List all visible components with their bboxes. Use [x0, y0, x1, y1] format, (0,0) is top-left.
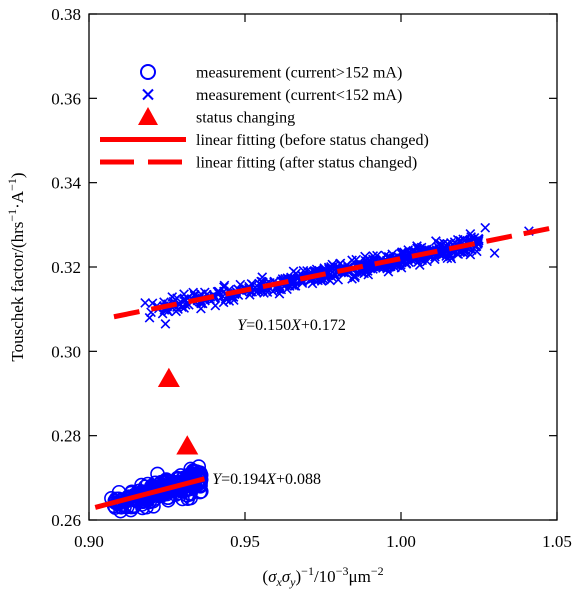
- y-tick-label: 0.38: [51, 5, 81, 24]
- x-tick-label: 1.05: [542, 532, 572, 551]
- x-tick-label: 0.90: [74, 532, 104, 551]
- axis-ticks: 0.90 0.95 1.00 1.05 0.26 0.28 0.30 0.32 0.34 0.36…: [51, 5, 572, 551]
- data-point-x: [160, 319, 171, 329]
- legend-entry-label: measurement (current>152 mA): [196, 65, 402, 82]
- data-point-x: [327, 259, 338, 270]
- data-point-x: [401, 250, 412, 260]
- fit-line-before: [94, 476, 206, 510]
- y-axis-label: Touschek factor/(hrs−1·A−1): [5, 172, 27, 361]
- legend: measurement (current>152 mA) measurement …: [100, 64, 429, 172]
- data-point-circle: [182, 487, 198, 502]
- data-point-x: [140, 297, 151, 308]
- fit-annotations: Y=0.150X+0.172 Y=0.194X+0.088: [212, 317, 346, 488]
- y-tick-label: 0.34: [51, 174, 81, 193]
- data-point-x: [433, 239, 444, 250]
- data-point-x: [436, 239, 447, 250]
- data-point-x: [177, 302, 187, 312]
- data-point-x: [473, 235, 484, 246]
- data-point-x: [220, 294, 231, 304]
- y-tick-label: 0.32: [51, 258, 81, 277]
- x-axis-label: (σxσy)−1/10−3μm−2: [262, 564, 383, 589]
- status-change-triangle: [157, 367, 180, 387]
- y-tick-label: 0.26: [51, 511, 81, 530]
- data-point-x: [473, 234, 484, 244]
- legend-triangle-marker: [138, 107, 158, 125]
- data-point-x: [422, 256, 432, 267]
- data-point-x: [179, 289, 189, 300]
- data-point-x: [446, 253, 457, 264]
- data-point-x: [262, 287, 273, 298]
- data-point-x: [144, 312, 155, 323]
- status-change-triangle: [176, 435, 199, 455]
- x-tick-label: 1.00: [386, 532, 416, 551]
- fit-equation: Y=0.150X+0.172: [237, 317, 346, 334]
- data-point-x: [333, 274, 344, 285]
- data-point-x: [329, 269, 340, 280]
- y-tick-label: 0.36: [51, 89, 81, 108]
- y-tick-label: 0.30: [51, 342, 81, 361]
- data-point-x: [362, 266, 373, 276]
- legend-entry-label: status changing: [196, 110, 295, 127]
- fit-equation: Y=0.194X+0.088: [212, 471, 321, 488]
- legend-entry-label: linear fitting (before status changed): [196, 132, 429, 149]
- data-point-x: [172, 293, 182, 304]
- legend-entry-label: measurement (current<152 mA): [196, 87, 402, 104]
- x-tick-label: 0.95: [230, 532, 260, 551]
- legend-x-marker: [142, 88, 154, 101]
- y-tick-label: 0.28: [51, 427, 81, 446]
- legend-entry-label: linear fitting (after status changed): [196, 155, 417, 172]
- legend-circle-marker: [140, 64, 156, 80]
- data-point-x: [489, 248, 500, 258]
- data-point-x: [401, 258, 412, 269]
- data-point-x: [480, 222, 491, 233]
- chart-marks: [94, 222, 558, 519]
